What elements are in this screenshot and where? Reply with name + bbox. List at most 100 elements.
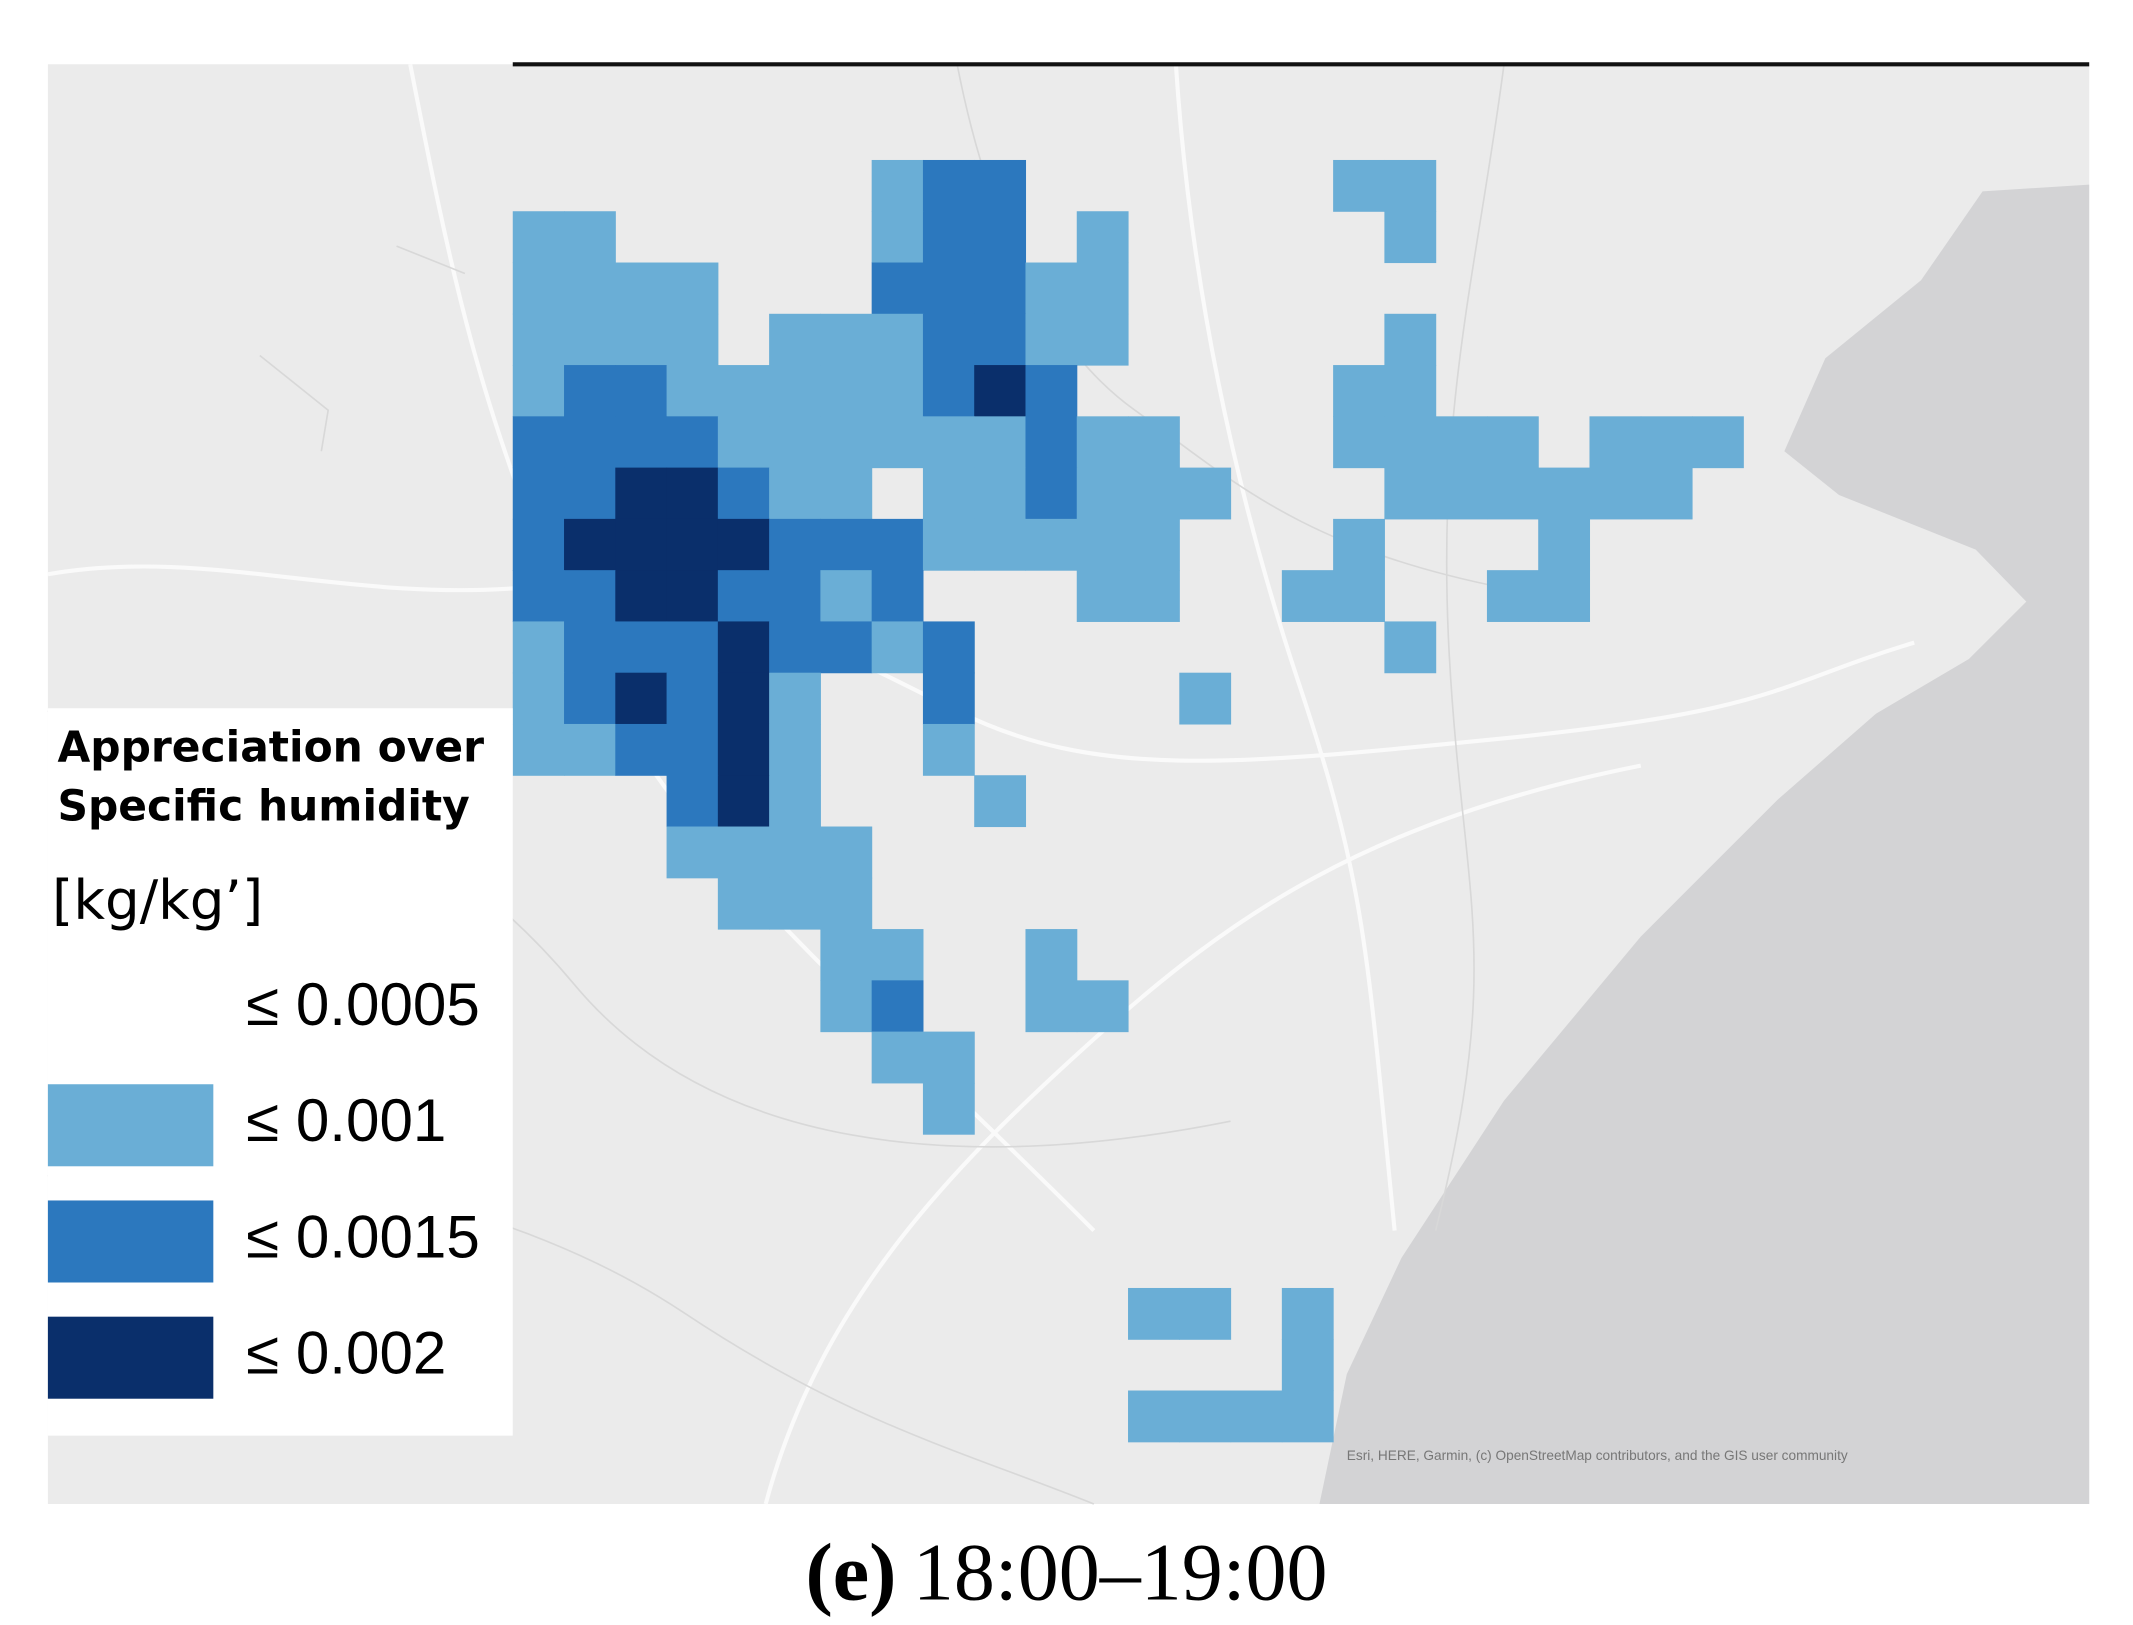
grid-cell <box>922 518 975 571</box>
grid-cell <box>922 416 975 469</box>
grid-cell <box>615 262 668 315</box>
grid-cell <box>512 313 565 366</box>
legend-label: ≤ 0.001 <box>246 1087 446 1154</box>
grid-cell <box>1076 262 1129 315</box>
grid-cell <box>512 211 565 264</box>
grid-cell <box>666 313 719 366</box>
grid-cell <box>974 416 1027 469</box>
legend-box <box>47 708 513 1436</box>
grid-cell <box>1128 416 1180 469</box>
grid-cell <box>666 365 719 417</box>
grid-cell <box>769 313 821 366</box>
grid-cell <box>1128 518 1180 571</box>
grid-cell <box>512 518 565 571</box>
grid-cell <box>922 262 975 315</box>
grid-cell <box>769 672 821 725</box>
legend-swatch <box>47 1316 214 1399</box>
grid-cell <box>974 775 1027 828</box>
grid-cell <box>666 672 719 725</box>
grid-cell <box>769 877 821 930</box>
grid-cell <box>666 416 719 469</box>
grid-cell <box>717 877 770 930</box>
grid-cell <box>1281 1339 1334 1392</box>
grid-cell <box>717 672 770 725</box>
grid-cell <box>769 621 821 674</box>
caption: (e) 18:00–19:00 <box>805 1527 1327 1618</box>
grid-cell <box>666 723 719 776</box>
grid-cell <box>769 518 821 571</box>
grid-cell <box>717 621 770 674</box>
grid-cell <box>666 467 719 520</box>
grid-cell <box>1025 313 1078 366</box>
grid-cell <box>615 467 668 520</box>
grid-cell <box>820 467 873 520</box>
legend: ≤ 0.0005 ≤ 0.001 ≤ 0.0015 ≤ 0.002 <box>47 971 480 1399</box>
grid-cell <box>1384 211 1437 264</box>
grid-cell <box>615 313 668 366</box>
grid-cell <box>820 365 873 417</box>
grid-cell <box>871 518 924 571</box>
grid-cell <box>1538 518 1591 571</box>
grid-cells <box>512 159 1744 1443</box>
grid-cell <box>974 518 1027 571</box>
grid-cell <box>1025 518 1078 571</box>
grid-cell <box>769 775 821 828</box>
grid-cell <box>871 980 924 1033</box>
grid-cell <box>1179 672 1232 725</box>
grid-cell <box>666 570 719 622</box>
caption-text: 18:00–19:00 <box>913 1527 1328 1618</box>
legend-title: Specific humidity <box>57 781 469 830</box>
grid-cell <box>1538 570 1591 622</box>
legend-swatch <box>47 1200 214 1283</box>
grid-cell <box>1025 365 1078 417</box>
grid-cell <box>820 570 873 622</box>
grid-cell <box>871 570 924 622</box>
grid-cell <box>512 672 565 725</box>
grid-cell <box>820 313 873 366</box>
grid-cell <box>1025 467 1078 520</box>
grid-cell <box>974 159 1027 212</box>
grid-cell <box>820 621 873 674</box>
grid-cell <box>1435 467 1488 520</box>
grid-cell <box>1025 980 1078 1033</box>
grid-cell <box>1384 467 1437 520</box>
grid-cell <box>871 211 924 264</box>
grid-cell <box>1025 929 1078 981</box>
grid-cell <box>1281 570 1334 622</box>
grid-cell <box>1025 262 1078 315</box>
grid-cell <box>1076 416 1129 469</box>
grid-cell <box>820 929 873 981</box>
grid-cell <box>1281 1287 1334 1340</box>
grid-cell <box>974 262 1027 315</box>
grid-cell <box>871 416 924 469</box>
grid-cell <box>769 416 821 469</box>
grid-cell <box>615 518 668 571</box>
grid-cell <box>717 723 770 776</box>
grid-cell <box>871 159 924 212</box>
grid-cell <box>512 621 565 674</box>
grid-cell <box>922 365 975 417</box>
grid-cell <box>1640 467 1693 520</box>
grid-cell <box>666 262 719 315</box>
grid-cell <box>564 672 616 725</box>
grid-cell <box>820 416 873 469</box>
grid-cell <box>769 365 821 417</box>
grid-cell <box>922 211 975 264</box>
grid-cell <box>1333 365 1385 417</box>
grid-cell <box>1179 1287 1232 1340</box>
grid-cell <box>769 723 821 776</box>
grid-cell <box>1281 1390 1334 1443</box>
grid-cell <box>512 262 565 315</box>
grid-cell <box>820 877 873 930</box>
grid-cell <box>974 313 1027 366</box>
grid-cell <box>871 313 924 366</box>
grid-cell <box>1076 980 1129 1033</box>
grid-cell <box>615 570 668 622</box>
grid-cell <box>1538 467 1591 520</box>
grid-cell <box>820 980 873 1033</box>
grid-cell <box>769 570 821 622</box>
grid-cell <box>717 416 770 469</box>
grid-cell <box>512 467 565 520</box>
grid-cell <box>512 416 565 469</box>
